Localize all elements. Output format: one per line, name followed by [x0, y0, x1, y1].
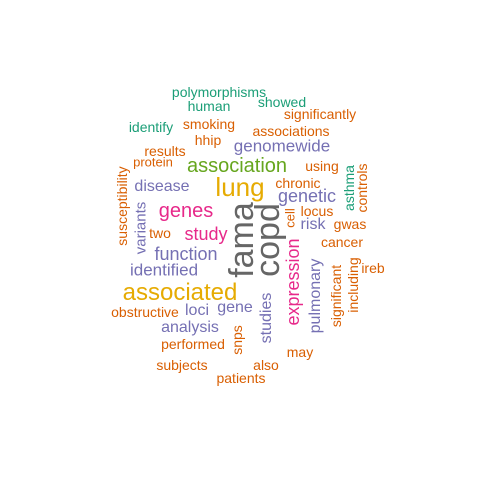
- word: studies: [258, 292, 275, 344]
- word: identify: [128, 119, 174, 135]
- word: genes: [158, 200, 214, 222]
- word: copd: [249, 203, 287, 277]
- word: pulmonary: [307, 258, 324, 334]
- word: two: [149, 225, 171, 241]
- word: hhip: [194, 132, 222, 148]
- word: may: [286, 344, 314, 360]
- word: genetic: [277, 186, 337, 206]
- word: associated: [122, 279, 238, 306]
- word: protein: [133, 154, 173, 170]
- word: showed: [257, 94, 307, 110]
- word: disease: [134, 178, 190, 195]
- word: chronic: [275, 175, 321, 191]
- word: risk: [300, 216, 326, 233]
- word: susceptibility: [114, 166, 130, 246]
- word: ireb: [361, 260, 385, 276]
- word: locus: [300, 203, 334, 219]
- word: analysis: [161, 319, 219, 336]
- word: using: [305, 158, 339, 174]
- word: results: [144, 143, 186, 159]
- word: snps: [229, 325, 245, 355]
- word: performed: [161, 336, 225, 352]
- word: cell: [282, 208, 298, 228]
- word: including: [345, 257, 361, 313]
- word: also: [253, 357, 279, 373]
- word: association: [186, 155, 288, 177]
- word: significant: [328, 264, 344, 328]
- word: subjects: [156, 357, 208, 373]
- word: loci: [184, 302, 210, 319]
- word: gwas: [333, 216, 367, 232]
- word: human: [187, 98, 231, 114]
- word: smoking: [182, 116, 236, 132]
- word: study: [184, 224, 228, 244]
- word: polymorphisms: [171, 84, 267, 100]
- word: variants: [132, 201, 150, 255]
- word: genomewide: [233, 136, 331, 156]
- word: patients: [216, 370, 266, 386]
- word: lung: [215, 172, 265, 202]
- word: significantly: [283, 106, 357, 122]
- word: identified: [129, 260, 199, 280]
- word: controls: [354, 163, 370, 213]
- word: obstructive: [111, 304, 179, 320]
- word: expression: [283, 238, 303, 326]
- word: function: [154, 244, 218, 264]
- word: gene: [217, 299, 253, 316]
- word: cancer: [320, 234, 364, 250]
- word: associations: [252, 123, 330, 139]
